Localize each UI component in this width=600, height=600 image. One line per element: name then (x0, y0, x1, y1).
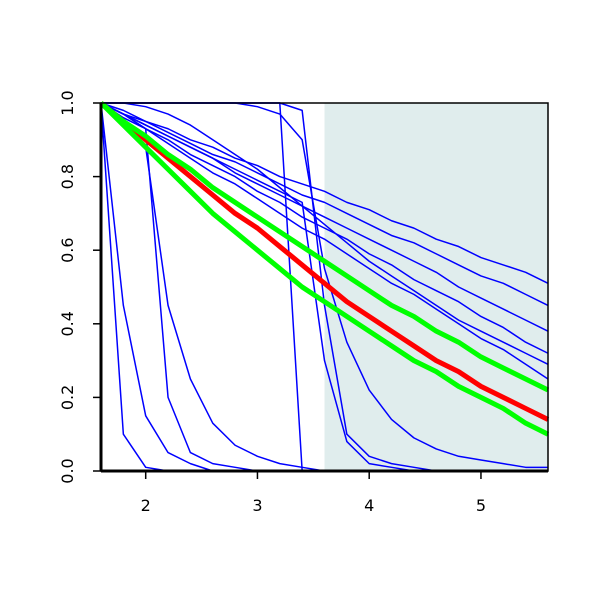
curve (101, 102, 549, 365)
y-tick-label: 0.0 (58, 458, 77, 483)
curve (100, 102, 549, 307)
y-tick-label: 0.2 (58, 385, 77, 410)
x-tick-label: 2 (141, 496, 151, 515)
curve (100, 102, 549, 354)
y-tick-label: 0.8 (58, 164, 77, 189)
y-tick-label: 1.0 (58, 90, 77, 115)
curve (99, 101, 550, 422)
x-tick-label: 5 (476, 496, 486, 515)
curve (99, 101, 550, 393)
curve (100, 102, 549, 380)
curve (100, 102, 549, 284)
curve (99, 101, 550, 437)
y-tick-label: 0.6 (58, 237, 77, 262)
x-tick-label: 3 (252, 496, 262, 515)
x-tick-label: 4 (364, 496, 374, 515)
y-tick-label: 0.4 (58, 311, 77, 336)
